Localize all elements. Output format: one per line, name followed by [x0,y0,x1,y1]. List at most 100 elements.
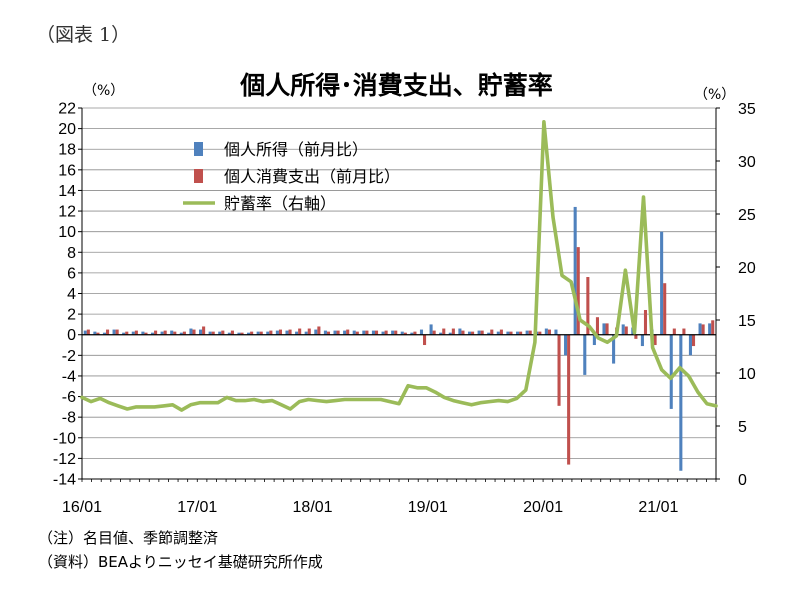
bar [525,330,529,335]
bar [612,334,616,364]
left-tick-label: 18 [58,142,76,159]
bar [269,330,273,335]
bar [199,329,203,335]
right-tick-label: 10 [738,366,756,383]
bar [640,334,644,347]
bar [547,329,551,335]
bar [304,331,308,335]
bar [528,330,532,335]
bar [516,331,520,335]
bar [624,326,628,335]
bar [384,330,388,335]
bar [509,331,513,335]
bar [102,332,107,335]
bar [275,330,279,335]
x-tick-label: 16/01 [62,499,102,516]
bar [93,331,97,335]
bar [410,332,414,335]
bar [374,330,379,335]
bar [381,331,385,335]
bar [499,329,503,335]
left-tick-label: -10 [53,430,76,447]
bar [96,332,100,335]
bar [314,329,318,335]
bar [288,329,292,335]
bar [362,330,366,335]
left-tick-label: -8 [62,410,76,427]
bar [538,331,542,335]
bar [221,330,225,335]
bar [125,331,129,335]
bar [333,330,337,335]
bar [160,331,164,335]
bar [432,330,436,335]
left-tick-label: 22 [58,101,76,118]
bar [163,330,167,335]
bar [669,334,673,409]
bar-series [83,206,715,471]
bar [295,331,299,335]
right-tick-label: 0 [738,472,747,489]
bar [182,331,186,335]
bar [336,330,340,335]
left-tick-label: -6 [62,389,76,406]
bar [278,329,282,335]
bar [429,324,433,335]
bar [173,331,177,335]
bar [672,328,676,335]
savings-rate-line [80,120,718,412]
bar [682,328,686,335]
bar [83,330,87,335]
bar [400,331,404,335]
bar [247,332,251,335]
bar [371,330,375,335]
bar [237,332,241,335]
bar [634,334,638,339]
bar [592,334,596,346]
bar [298,328,302,335]
figure-label: （図表 1） [36,24,131,46]
left-tick-label: 20 [58,121,76,138]
bar [653,334,657,346]
left-tick-label: 0 [67,327,76,344]
bar [307,328,311,335]
right-tick-label: 35 [738,101,756,118]
left-tick-label: 14 [58,183,76,200]
bar [698,323,702,335]
bar [141,331,145,335]
bar [346,329,350,335]
bar [323,330,327,335]
bar [557,334,561,406]
bar [602,323,606,335]
bar [419,329,424,335]
bar [256,331,260,335]
bar [688,334,692,356]
left-tick-label: 2 [67,307,76,324]
bar [208,331,212,335]
line-series [80,120,718,412]
bar [403,332,407,335]
bar [480,330,484,335]
x-tick-label: 21/01 [638,499,678,516]
left-tick-label: 4 [67,286,76,303]
bar [519,331,523,335]
x-tick-label: 17/01 [177,499,217,516]
left-tick-label: 10 [58,224,76,241]
legend: 個人所得（前月比） 個人消費支出（前月比） 貯蓄率（右軸） [183,140,400,213]
bar [605,323,609,335]
bar [240,332,244,335]
bar [365,330,369,335]
footnote-note: （注）名目値、季節調整済 [38,529,219,547]
right-tick-label: 25 [738,207,756,224]
right-tick-label: 30 [738,154,756,171]
bar [413,331,417,335]
bar [471,331,475,335]
left-tick-label: 6 [67,265,76,282]
bar [679,334,683,471]
bar [554,329,558,335]
x-tick-label: 18/01 [293,499,333,516]
bar [621,324,625,335]
bar [179,332,183,335]
bar [115,329,119,335]
